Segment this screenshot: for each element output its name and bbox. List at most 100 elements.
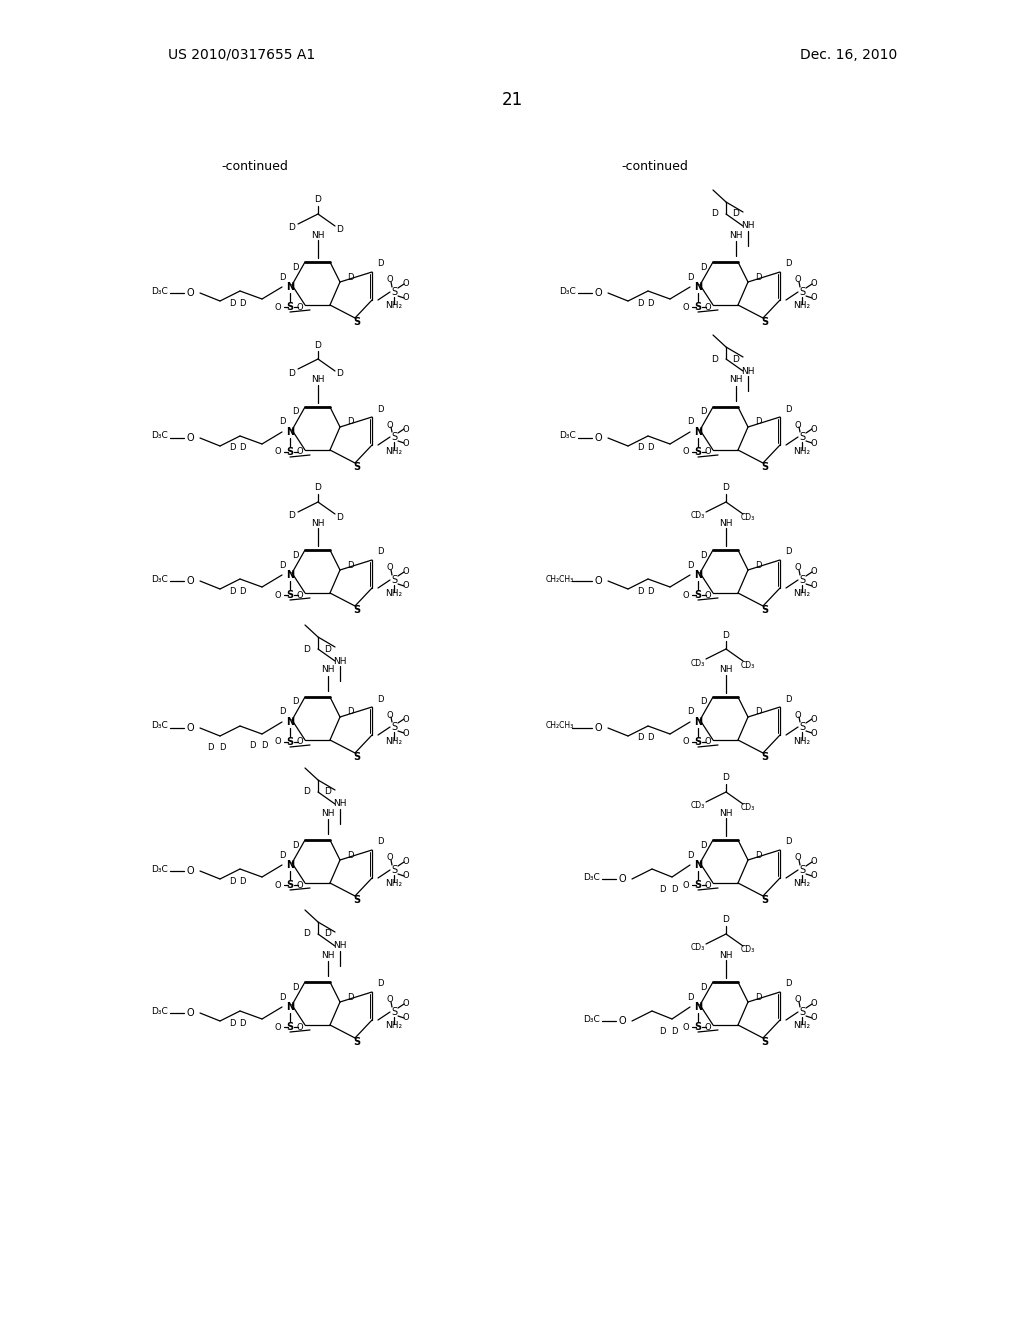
Text: O: O — [402, 729, 410, 738]
Text: O: O — [387, 564, 393, 573]
Text: O: O — [274, 1023, 282, 1031]
Text: NH₂: NH₂ — [385, 1022, 402, 1031]
Text: D₃C: D₃C — [560, 432, 577, 441]
Text: O: O — [402, 1014, 410, 1023]
Text: D: D — [755, 993, 761, 1002]
Text: D: D — [292, 550, 298, 560]
Text: D: D — [377, 548, 383, 557]
Text: D: D — [755, 561, 761, 569]
Text: D: D — [687, 417, 693, 426]
Text: D₃C: D₃C — [560, 286, 577, 296]
Text: D: D — [289, 223, 296, 232]
Text: S: S — [353, 317, 360, 327]
Text: D: D — [647, 444, 653, 453]
Text: D: D — [647, 734, 653, 742]
Text: 21: 21 — [502, 91, 522, 110]
Text: NH: NH — [311, 375, 325, 384]
Text: O: O — [811, 425, 817, 433]
Text: O: O — [402, 858, 410, 866]
Text: D₃C: D₃C — [152, 865, 168, 874]
Text: D₃C: D₃C — [152, 286, 168, 296]
Text: D: D — [239, 444, 246, 453]
Text: NH: NH — [741, 222, 755, 231]
Text: D: D — [784, 404, 792, 413]
Text: O: O — [795, 710, 802, 719]
Text: S: S — [694, 590, 701, 601]
Text: D: D — [732, 210, 739, 219]
Text: D: D — [377, 694, 383, 704]
Text: O: O — [811, 858, 817, 866]
Text: O: O — [387, 854, 393, 862]
Text: O: O — [297, 590, 303, 599]
Text: N: N — [286, 861, 294, 870]
Text: S: S — [287, 1022, 294, 1032]
Text: N: N — [286, 1002, 294, 1012]
Text: NH₂: NH₂ — [794, 446, 811, 455]
Text: O: O — [402, 280, 410, 289]
Text: D: D — [228, 876, 236, 886]
Text: D: D — [228, 1019, 236, 1027]
Text: O: O — [186, 866, 194, 876]
Text: O: O — [811, 438, 817, 447]
Text: O: O — [186, 1008, 194, 1018]
Text: D: D — [289, 511, 296, 520]
Text: S: S — [762, 462, 769, 473]
Text: D₃C: D₃C — [152, 574, 168, 583]
Text: NH: NH — [322, 950, 335, 960]
Text: O: O — [705, 880, 712, 890]
Text: D: D — [755, 417, 761, 426]
Text: D: D — [784, 837, 792, 846]
Text: NH: NH — [333, 800, 347, 808]
Text: D: D — [755, 272, 761, 281]
Text: NH: NH — [311, 519, 325, 528]
Text: S: S — [762, 895, 769, 906]
Text: O: O — [795, 995, 802, 1005]
Text: D₃C: D₃C — [584, 873, 600, 882]
Text: D: D — [699, 697, 707, 706]
Text: D: D — [687, 272, 693, 281]
Text: S: S — [287, 302, 294, 312]
Text: D: D — [292, 841, 298, 850]
Text: O: O — [402, 568, 410, 577]
Text: O: O — [594, 288, 602, 298]
Text: O: O — [186, 723, 194, 733]
Text: S: S — [694, 737, 701, 747]
Text: D: D — [712, 355, 719, 363]
Text: O: O — [594, 723, 602, 733]
Text: D: D — [207, 743, 213, 752]
Text: D: D — [228, 298, 236, 308]
Text: O: O — [683, 302, 689, 312]
Text: O: O — [811, 568, 817, 577]
Text: D: D — [347, 417, 353, 426]
Text: D: D — [784, 694, 792, 704]
Text: NH₂: NH₂ — [794, 590, 811, 598]
Text: N: N — [694, 1002, 702, 1012]
Text: NH₂: NH₂ — [794, 301, 811, 310]
Text: S: S — [391, 865, 397, 875]
Text: NH₂: NH₂ — [385, 590, 402, 598]
Text: D: D — [377, 837, 383, 846]
Text: O: O — [402, 438, 410, 447]
Text: O: O — [705, 738, 712, 747]
Text: NH: NH — [333, 941, 347, 950]
Text: S: S — [762, 1038, 769, 1047]
Text: -continued: -continued — [622, 161, 688, 173]
Text: D: D — [647, 298, 653, 308]
Text: D: D — [637, 298, 643, 308]
Text: D: D — [325, 644, 332, 653]
Text: D: D — [289, 368, 296, 378]
Text: S: S — [287, 880, 294, 890]
Text: O: O — [274, 738, 282, 747]
Text: S: S — [353, 605, 360, 615]
Text: O: O — [387, 995, 393, 1005]
Text: O: O — [297, 738, 303, 747]
Text: D: D — [699, 982, 707, 991]
Text: NH: NH — [729, 231, 742, 239]
Text: D: D — [239, 298, 246, 308]
Text: S: S — [353, 895, 360, 906]
Text: O: O — [274, 447, 282, 457]
Text: D: D — [314, 195, 322, 205]
Text: D: D — [279, 561, 286, 569]
Text: S: S — [353, 752, 360, 762]
Text: D₃C: D₃C — [584, 1015, 600, 1023]
